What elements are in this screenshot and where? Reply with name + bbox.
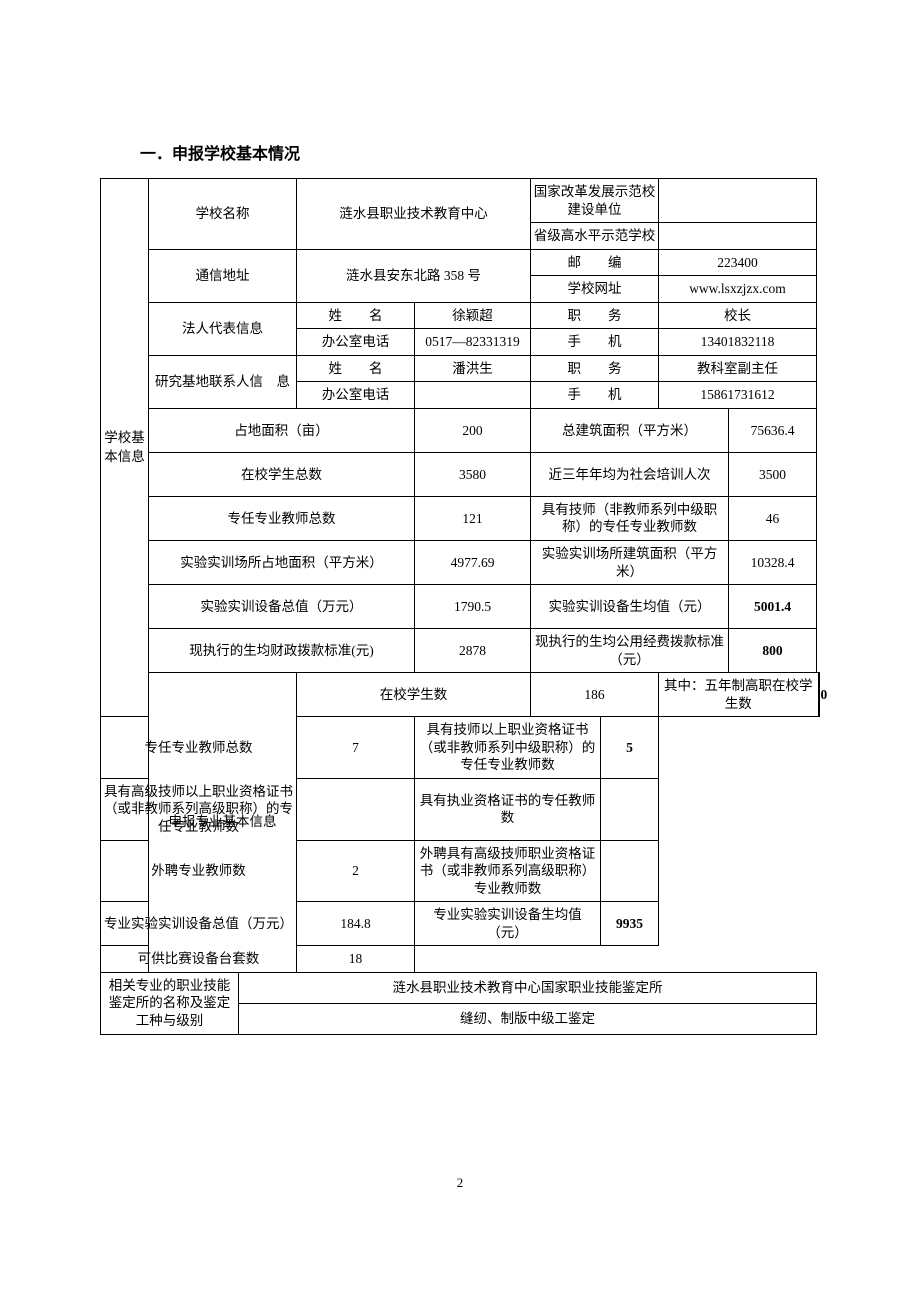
val-m-teachers: 7 [297, 717, 415, 779]
val-social-train: 3500 [729, 452, 817, 496]
val-legal-mob: 13401832118 [659, 329, 817, 356]
label-tech-teachers: 具有技师（非教师系列中级职称）的专任专业教师数 [531, 496, 729, 540]
label-m-tech: 具有技师以上职业资格证书（或非教师系列中级职称）的专任专业教师数 [415, 717, 601, 779]
val-legal-name: 徐颖超 [415, 302, 531, 329]
label-position: 职 务 [531, 302, 659, 329]
val-postcode: 223400 [659, 249, 817, 276]
label-fund-std: 现执行的生均财政拨款标准(元) [149, 629, 415, 673]
label-office-tel: 办公室电话 [297, 329, 415, 356]
val-prov-model [659, 223, 817, 250]
label-land-area: 占地面积（亩） [149, 408, 415, 452]
val-m-students: 186 [531, 673, 659, 717]
val-skill2: 缝纫、制版中级工鉴定 [239, 1003, 817, 1034]
label-name2: 姓 名 [297, 355, 415, 382]
val-m-senior [297, 778, 415, 840]
label-build-area: 总建筑面积（平方米） [531, 408, 729, 452]
val-school-name: 涟水县职业技术教育中心 [297, 179, 531, 250]
val-contact-pos: 教科室副主任 [659, 355, 817, 382]
val-equip-avg: 5001.4 [729, 585, 817, 629]
val-build-area: 75636.4 [729, 408, 817, 452]
val-m-devices: 18 [297, 946, 415, 973]
label-equip-total: 实验实训设备总值（万元） [149, 585, 415, 629]
val-m-qual [601, 778, 659, 840]
label-equip-avg: 实验实训设备生均值（元） [531, 585, 729, 629]
label-name: 姓 名 [297, 302, 415, 329]
val-pub-fund: 800 [729, 629, 817, 673]
val-model-unit [659, 179, 817, 223]
label-base-contact: 研究基地联系人信 息 [149, 355, 297, 408]
section-title: 一．申报学校基本情况 [100, 140, 820, 164]
label-legal-rep: 法人代表信息 [149, 302, 297, 355]
val-lab-land: 4977.69 [415, 541, 531, 585]
label-m-equip: 专业实验实训设备总值（万元） [101, 902, 297, 946]
label-m-equip-avg: 专业实验实训设备生均值（元） [415, 902, 601, 946]
page-number: 2 [100, 1175, 820, 1191]
label-postcode: 邮 编 [531, 249, 659, 276]
side-school-info: 学校基本信息 [101, 179, 149, 717]
label-m-teachers: 专任专业教师总数 [101, 717, 297, 779]
label-students: 在校学生总数 [149, 452, 415, 496]
val-m-5yr: 0 [818, 673, 820, 717]
val-contact-name: 潘洪生 [415, 355, 531, 382]
label-m-ext-senior: 外聘具有高级技师职业资格证书（或非教师系列高级职称）专业教师数 [415, 840, 601, 902]
val-legal-pos: 校长 [659, 302, 817, 329]
val-contact-tel [415, 382, 531, 409]
label-teachers: 专任专业教师总数 [149, 496, 415, 540]
label-website: 学校网址 [531, 276, 659, 303]
label-m-students: 在校学生数 [297, 673, 531, 717]
val-equip-total: 1790.5 [415, 585, 531, 629]
label-m-5yr: 其中：五年制高职在校学生数 [659, 673, 819, 717]
info-table: 学校基本信息 学校名称 涟水县职业技术教育中心 国家改革发展示范校建设单位 省级… [100, 178, 820, 1035]
label-office-tel2: 办公室电话 [297, 382, 415, 409]
val-students: 3580 [415, 452, 531, 496]
val-skill1: 涟水县职业技术教育中心国家职业技能鉴定所 [239, 972, 817, 1003]
blank-cell [415, 946, 659, 973]
label-skill: 相关专业的职业技能鉴定所的名称及鉴定工种与级别 [101, 972, 239, 1034]
val-lab-build: 10328.4 [729, 541, 817, 585]
val-tech-teachers: 46 [729, 496, 817, 540]
label-lab-land: 实验实训场所占地面积（平方米） [149, 541, 415, 585]
val-m-ext-senior [601, 840, 659, 902]
val-website: www.lsxzjzx.com [659, 276, 817, 303]
label-pub-fund: 现执行的生均公用经费拨款标准（元） [531, 629, 729, 673]
label-m-qual: 具有执业资格证书的专任教师数 [415, 778, 601, 840]
val-m-equip-avg: 9935 [601, 902, 659, 946]
label-mobile2: 手 机 [531, 382, 659, 409]
label-m-devices: 可供比赛设备台套数 [101, 946, 297, 973]
val-address: 涟水县安东北路 358 号 [297, 249, 531, 302]
val-legal-tel: 0517—82331319 [415, 329, 531, 356]
val-m-equip: 184.8 [297, 902, 415, 946]
label-school-name: 学校名称 [149, 179, 297, 250]
label-address: 通信地址 [149, 249, 297, 302]
val-teachers: 121 [415, 496, 531, 540]
label-social-train: 近三年年均为社会培训人次 [531, 452, 729, 496]
label-m-external: 外聘专业教师数 [101, 840, 297, 902]
label-position2: 职 务 [531, 355, 659, 382]
val-contact-mob: 15861731612 [659, 382, 817, 409]
val-land-area: 200 [415, 408, 531, 452]
val-m-tech: 5 [601, 717, 659, 779]
label-model-unit: 国家改革发展示范校建设单位 [531, 179, 659, 223]
label-prov-model: 省级高水平示范学校 [531, 223, 659, 250]
val-m-external: 2 [297, 840, 415, 902]
val-fund-std: 2878 [415, 629, 531, 673]
label-lab-build: 实验实训场所建筑面积（平方米） [531, 541, 729, 585]
label-mobile: 手 机 [531, 329, 659, 356]
